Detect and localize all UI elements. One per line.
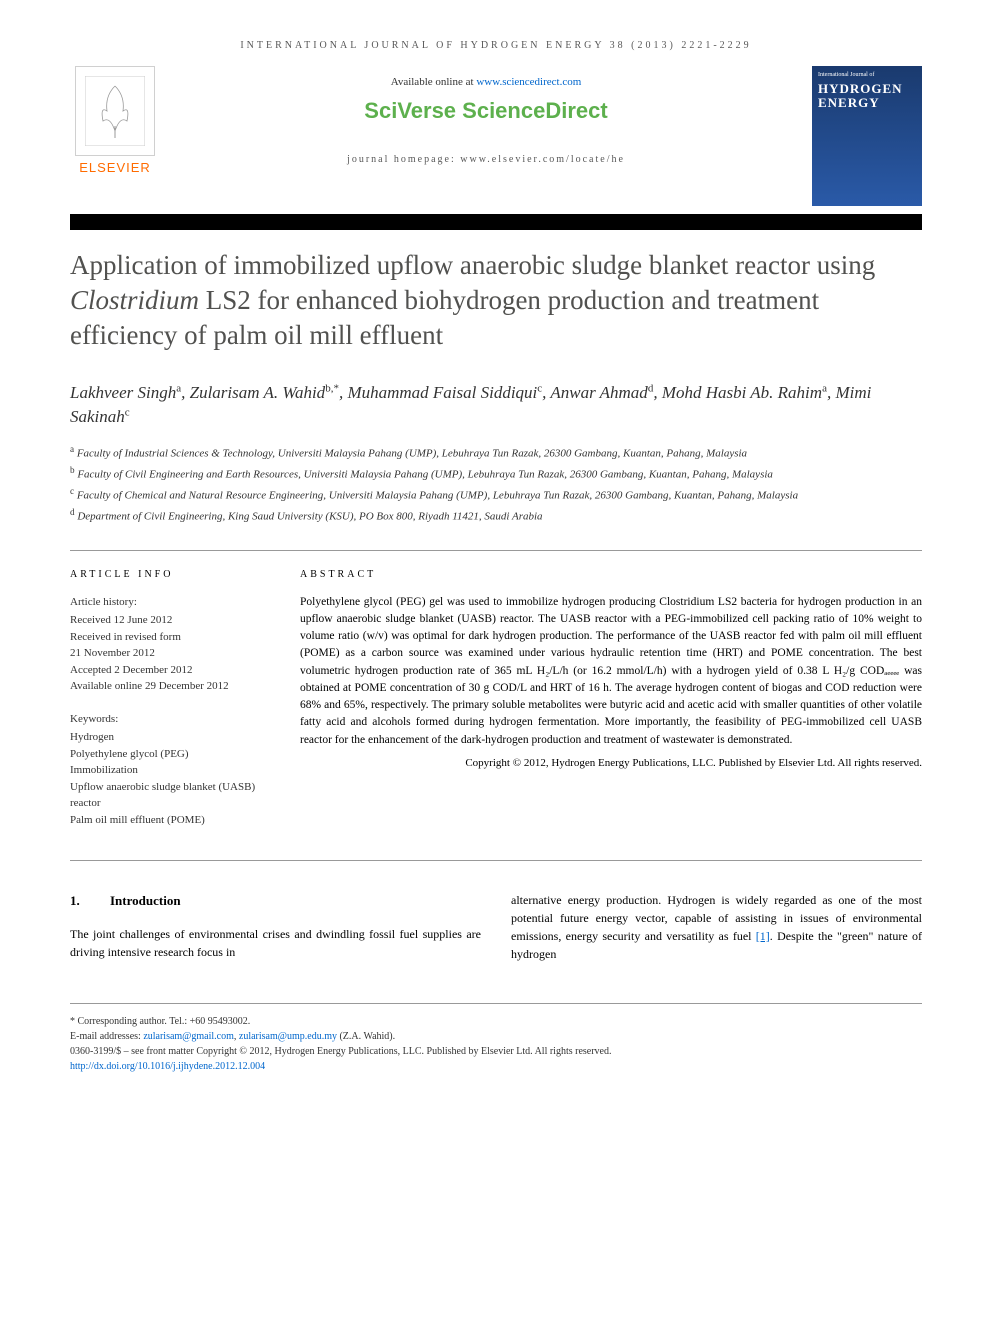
email-person: (Z.A. Wahid).	[337, 1031, 395, 1042]
article-info-heading: ARTICLE INFO	[70, 567, 270, 582]
issn-copyright-line: 0360-3199/$ – see front matter Copyright…	[70, 1044, 922, 1059]
title-species-name: Clostridium	[70, 285, 199, 315]
reference-link-1[interactable]: [1]	[756, 929, 770, 943]
history-line: Accepted 2 December 2012	[70, 662, 270, 679]
cover-title-line2: ENERGY	[818, 96, 916, 110]
body-text-columns: 1.Introduction The joint challenges of e…	[70, 891, 922, 963]
intro-paragraph-2: alternative energy production. Hydrogen …	[511, 891, 922, 963]
body-column-right: alternative energy production. Hydrogen …	[511, 891, 922, 963]
author-list: Lakhveer Singha, Zularisam A. Wahidb,*, …	[70, 381, 922, 429]
cover-title-line1: HYDROGEN	[818, 82, 916, 96]
publisher-name: ELSEVIER	[79, 160, 151, 175]
keywords-block: Keywords: HydrogenPolyethylene glycol (P…	[70, 711, 270, 829]
affiliations-list: a Faculty of Industrial Sciences & Techn…	[70, 443, 922, 526]
page-footer: * Corresponding author. Tel.: +60 954930…	[70, 1003, 922, 1074]
corresponding-author: * Corresponding author. Tel.: +60 954930…	[70, 1014, 922, 1029]
platform-brand: SciVerse ScienceDirect	[160, 98, 812, 124]
article-title: Application of immobilized upflow anaero…	[70, 248, 922, 353]
doi-link[interactable]: http://dx.doi.org/10.1016/j.ijhydene.201…	[70, 1061, 265, 1072]
email-link-2[interactable]: zularisam@ump.edu.my	[239, 1031, 337, 1042]
email-link-1[interactable]: zularisam@gmail.com	[143, 1031, 234, 1042]
affiliation-item: a Faculty of Industrial Sciences & Techn…	[70, 443, 922, 462]
cover-subtitle: International Journal of	[818, 72, 916, 78]
keyword-item: Palm oil mill effluent (POME)	[70, 812, 270, 829]
elsevier-tree-icon	[75, 66, 155, 156]
section-title: Introduction	[110, 893, 181, 908]
journal-citation-header: INTERNATIONAL JOURNAL OF HYDROGEN ENERGY…	[70, 40, 922, 51]
abstract-column: ABSTRACT Polyethylene glycol (PEG) gel w…	[300, 567, 922, 845]
affiliation-item: b Faculty of Civil Engineering and Earth…	[70, 464, 922, 483]
info-abstract-section: ARTICLE INFO Article history: Received 1…	[70, 550, 922, 862]
keywords-label: Keywords:	[70, 711, 270, 728]
journal-homepage-text: journal homepage: www.elsevier.com/locat…	[160, 154, 812, 165]
abstract-text: Polyethylene glycol (PEG) gel was used t…	[300, 594, 922, 749]
history-label: Article history:	[70, 594, 270, 611]
affiliation-item: c Faculty of Chemical and Natural Resour…	[70, 485, 922, 504]
keyword-item: Upflow anaerobic sludge blanket (UASB) r…	[70, 779, 270, 812]
body-column-left: 1.Introduction The joint challenges of e…	[70, 891, 481, 963]
history-line: Available online 29 December 2012	[70, 678, 270, 695]
abstract-copyright: Copyright © 2012, Hydrogen Energy Public…	[300, 755, 922, 772]
publisher-logo-block: ELSEVIER	[70, 66, 160, 175]
history-line: Received 12 June 2012	[70, 612, 270, 629]
section-number: 1.	[70, 891, 110, 911]
history-line: Received in revised form	[70, 629, 270, 646]
sciencedirect-link[interactable]: www.sciencedirect.com	[476, 76, 581, 88]
email-line: E-mail addresses: zularisam@gmail.com, z…	[70, 1029, 922, 1044]
journal-cover-thumbnail: International Journal of HYDROGEN ENERGY	[812, 66, 922, 206]
article-info-column: ARTICLE INFO Article history: Received 1…	[70, 567, 270, 845]
intro-paragraph-1: The joint challenges of environmental cr…	[70, 925, 481, 961]
keyword-item: Polyethylene glycol (PEG)	[70, 746, 270, 763]
keyword-item: Hydrogen	[70, 729, 270, 746]
email-label: E-mail addresses:	[70, 1031, 143, 1042]
history-line: 21 November 2012	[70, 645, 270, 662]
separator-bar	[70, 214, 922, 230]
available-online-text: Available online at www.sciencedirect.co…	[160, 76, 812, 88]
masthead-row: ELSEVIER Available online at www.science…	[70, 66, 922, 206]
title-text-pre: Application of immobilized upflow anaero…	[70, 250, 875, 280]
section-1-heading: 1.Introduction	[70, 891, 481, 911]
affiliation-item: d Department of Civil Engineering, King …	[70, 506, 922, 525]
center-masthead: Available online at www.sciencedirect.co…	[160, 66, 812, 165]
article-history-block: Article history: Received 12 June 2012Re…	[70, 594, 270, 695]
abstract-heading: ABSTRACT	[300, 567, 922, 582]
keyword-item: Immobilization	[70, 762, 270, 779]
available-prefix: Available online at	[391, 76, 477, 88]
